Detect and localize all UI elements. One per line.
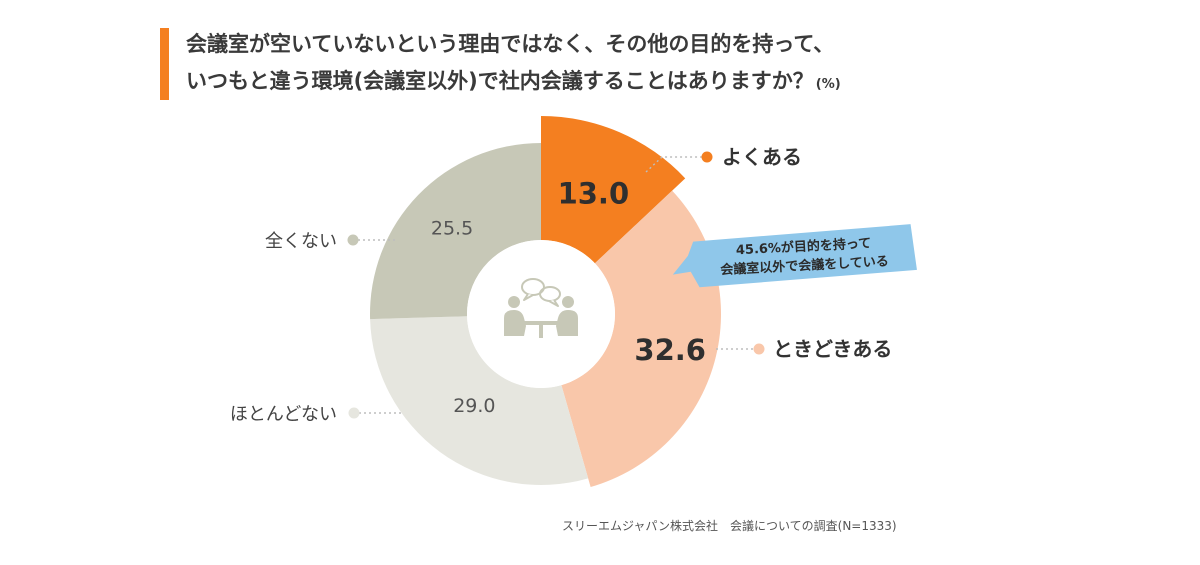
chart-title: 会議室が空いていないという理由ではなく、その他の目的を持って、 いつもと違う環境… (186, 26, 1006, 103)
legend-label: ほとんどない (230, 404, 337, 425)
chart-unit: (%) (815, 77, 841, 92)
callout-text-line-1: 45.6%が目的を持って (736, 235, 872, 258)
legend-dot (348, 407, 360, 419)
chart-title-line-1: 会議室が空いていないという理由ではなく、その他の目的を持って、 (186, 32, 835, 56)
chart-title-line-2-text: いつもと違う環境(会議室以外)で社内会議することはありますか？ (186, 69, 814, 93)
speech-bubble-left-tail-icon (523, 293, 534, 301)
donut-slice (541, 116, 686, 264)
legend-leader-line (645, 156, 707, 173)
legend-label: ときどきある (773, 337, 892, 361)
person-right-body-icon (556, 310, 578, 336)
slice-value-label: 29.0 (453, 395, 495, 417)
legend-dot (347, 234, 359, 246)
donut-slice (370, 316, 589, 486)
meeting-people-icon (504, 278, 578, 338)
table-top-icon (522, 321, 560, 325)
callout-shape (672, 224, 917, 288)
donut-slice (369, 143, 541, 320)
title-accent-bar (160, 28, 169, 100)
table-leg-icon (539, 325, 543, 338)
person-left-head-icon (508, 296, 520, 308)
legend-dot (701, 151, 713, 163)
legend-label: よくある (722, 145, 802, 169)
legend-dot (753, 343, 765, 355)
source-note: スリーエムジャパン株式会社 会議についての調査(N=1333) (562, 519, 897, 533)
chart-title-line-2: いつもと違う環境(会議室以外)で社内会議することはありますか？ (%) (186, 63, 1006, 103)
slice-value-label: 32.6 (634, 333, 706, 367)
legend-label: 全くない (265, 231, 337, 252)
person-right-head-icon (562, 296, 574, 308)
slice-value-label: 13.0 (558, 176, 630, 210)
person-left-body-icon (504, 310, 526, 336)
slice-value-label: 25.5 (431, 217, 473, 239)
donut-center (467, 240, 615, 388)
speech-bubble-right-tail-icon (548, 299, 559, 307)
